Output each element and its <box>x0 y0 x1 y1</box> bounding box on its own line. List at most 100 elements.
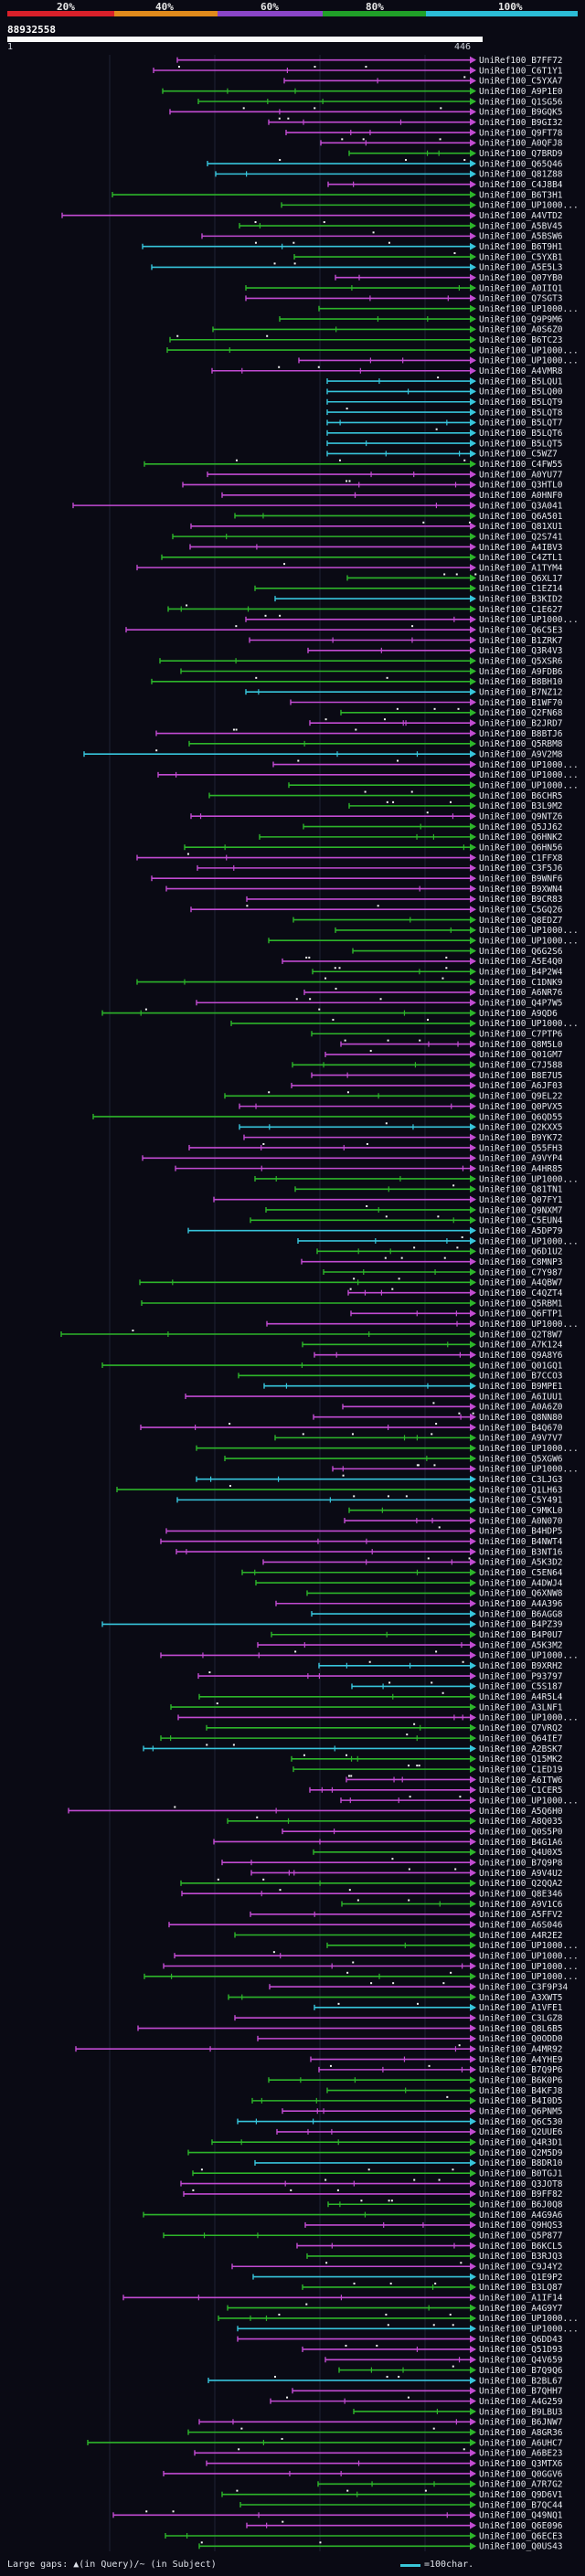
hit-row[interactable]: UniRef100_B5LQT8 <box>326 408 563 418</box>
hit-row[interactable]: UniRef100_UP1000... <box>157 770 579 780</box>
hit-label[interactable]: UniRef100_Q7VRQ2 <box>479 1723 563 1733</box>
hit-label[interactable]: UniRef100_UP1000... <box>479 1651 579 1661</box>
hit-row[interactable]: UniRef100_B7NZ12 <box>245 687 563 697</box>
hit-label[interactable]: UniRef100_C6T1Y1 <box>479 66 563 76</box>
hit-row[interactable]: UniRef100_C1E627 <box>167 604 563 615</box>
hit-row[interactable]: UniRef100_C5GQ26 <box>190 905 563 916</box>
hit-row[interactable]: UniRef100_Q9FT78 <box>285 128 563 138</box>
hit-row[interactable]: UniRef100_Q4P7W5 <box>196 998 563 1009</box>
hit-label[interactable]: UniRef100_P93797 <box>479 1671 563 1681</box>
hit-row[interactable]: UniRef100_C4QZT4 <box>347 1288 563 1299</box>
hit-label[interactable]: UniRef100_Q5XSR6 <box>479 656 563 666</box>
hit-row[interactable]: UniRef100_C3F9P34 <box>269 1982 569 1992</box>
hit-label[interactable]: UniRef100_B4PZ39 <box>479 1620 563 1630</box>
hit-row[interactable]: UniRef100_Q81XU1 <box>190 521 563 532</box>
hit-row[interactable]: UniRef100_Q6PNM5 <box>282 2107 563 2117</box>
hit-row[interactable]: UniRef100_Q64IE7 <box>160 1733 563 1744</box>
hit-label[interactable]: UniRef100_Q2KXX5 <box>479 1123 563 1133</box>
hit-label[interactable]: UniRef100_B9WNF6 <box>479 875 563 885</box>
hit-label[interactable]: UniRef100_B3L9M2 <box>479 801 563 811</box>
hit-row[interactable]: UniRef100_A8GR36 <box>187 2427 563 2438</box>
hit-label[interactable]: UniRef100_A9V7V7 <box>479 1434 563 1444</box>
hit-row[interactable]: UniRef100_Q01GM7 <box>324 1049 563 1060</box>
hit-row[interactable]: UniRef100_C3F5J6 <box>197 864 563 874</box>
hit-row[interactable]: UniRef100_A6UHC7 <box>87 2437 563 2448</box>
hit-row[interactable]: UniRef100_Q5RBM1 <box>141 1299 563 1309</box>
hit-label[interactable]: UniRef100_C1ED19 <box>479 1765 563 1775</box>
hit-row[interactable]: UniRef100_Q8EDZ7 <box>292 916 563 926</box>
hit-label[interactable]: UniRef100_Q9EL22 <box>479 1092 563 1102</box>
hit-label[interactable]: UniRef100_Q2M5D9 <box>479 2148 563 2158</box>
hit-row[interactable]: UniRef100_B6KCL5 <box>296 2242 563 2252</box>
hit-label[interactable]: UniRef100_Q3A041 <box>479 501 563 511</box>
hit-row[interactable]: UniRef100_A6IUU1 <box>185 1392 563 1402</box>
hit-label[interactable]: UniRef100_A9VYP4 <box>479 1154 563 1164</box>
hit-row[interactable]: UniRef100_B9MPE1 <box>263 1382 563 1392</box>
hit-label[interactable]: UniRef100_B5LQT9 <box>479 398 563 408</box>
hit-label[interactable]: UniRef100_Q5XGW6 <box>479 1454 563 1464</box>
hit-label[interactable]: UniRef100_Q6FTP1 <box>479 1309 563 1320</box>
hit-row[interactable]: UniRef100_A5BV45 <box>239 221 563 231</box>
hit-row[interactable]: UniRef100_B5LQT6 <box>326 428 563 439</box>
hit-label[interactable]: UniRef100_UP1000... <box>479 1941 579 1951</box>
hit-label[interactable]: UniRef100_B5LQ00 <box>479 387 563 398</box>
hit-row[interactable]: UniRef100_Q81TN1 <box>294 1184 563 1195</box>
hit-label[interactable]: UniRef100_UP1000... <box>479 304 579 314</box>
hit-label[interactable]: UniRef100_Q6QD55 <box>479 1112 563 1122</box>
hit-row[interactable]: UniRef100_B3RJQ3 <box>306 2252 563 2262</box>
hit-label[interactable]: UniRef100_A3LNF1 <box>479 1702 563 1712</box>
hit-row[interactable]: UniRef100_Q3R4V3 <box>307 646 563 656</box>
hit-row[interactable]: UniRef100_A0IIQ1 <box>245 283 563 293</box>
hit-label[interactable]: UniRef100_Q8NN80 <box>479 1413 563 1423</box>
hit-label[interactable]: UniRef100_B9XWN4 <box>479 885 563 895</box>
hit-label[interactable]: UniRef100_A4QBW7 <box>479 1278 563 1288</box>
hit-label[interactable]: UniRef100_C5EUN4 <box>479 1216 563 1226</box>
hit-row[interactable]: UniRef100_Q3MTX6 <box>206 2459 563 2469</box>
hit-label[interactable]: UniRef100_A0A6Z0 <box>479 1403 563 1413</box>
hit-row[interactable]: UniRef100_Q6ECE3 <box>165 2531 563 2541</box>
hit-row[interactable]: UniRef100_Q6A501 <box>234 512 563 522</box>
hit-row[interactable]: UniRef100_B9WNF6 <box>151 875 563 885</box>
hit-row[interactable]: UniRef100_A4MR92 <box>75 2044 563 2054</box>
hit-label[interactable]: UniRef100_Q9D6V1 <box>479 2490 563 2500</box>
hit-label[interactable]: UniRef100_A9P1E0 <box>479 87 563 97</box>
hit-row[interactable]: UniRef100_B4NWT4 <box>160 1537 563 1547</box>
hit-row[interactable]: UniRef100_Q81Z88 <box>215 170 563 180</box>
hit-label[interactable]: UniRef100_A6UHC7 <box>479 2438 563 2448</box>
hit-label[interactable]: UniRef100_A9V2M8 <box>479 749 563 759</box>
hit-row[interactable]: UniRef100_C5YXB1 <box>293 252 563 262</box>
hit-row[interactable]: UniRef100_Q9P9M6 <box>279 314 563 324</box>
hit-row[interactable]: UniRef100_B7FF72 <box>176 56 563 66</box>
hit-label[interactable]: UniRef100_UP1000... <box>479 1174 579 1184</box>
hit-label[interactable]: UniRef100_UP1000... <box>479 201 579 211</box>
hit-row[interactable]: UniRef100_Q8E346 <box>181 1889 563 1899</box>
hit-row[interactable]: UniRef100_B9GI32 <box>268 117 563 128</box>
hit-label[interactable]: UniRef100_A5E5L3 <box>479 263 563 273</box>
hit-row[interactable]: UniRef100_B4PZ39 <box>101 1620 563 1630</box>
hit-label[interactable]: UniRef100_B7QC44 <box>479 2500 563 2510</box>
hit-label[interactable]: UniRef100_A0QFJ8 <box>479 139 563 149</box>
hit-row[interactable]: UniRef100_A7K124 <box>302 1341 563 1351</box>
hit-row[interactable]: UniRef100_C3LGZ8 <box>234 2013 563 2023</box>
hit-label[interactable]: UniRef100_Q64IE7 <box>479 1733 563 1744</box>
hit-row[interactable]: UniRef100_B5LQU1 <box>326 376 563 387</box>
hit-label[interactable]: UniRef100_B7NZ12 <box>479 687 563 697</box>
hit-label[interactable]: UniRef100_Q9HQS3 <box>479 2221 563 2231</box>
hit-label[interactable]: UniRef100_B0TGJ1 <box>479 2169 563 2179</box>
hit-label[interactable]: UniRef100_C1E627 <box>479 605 563 615</box>
hit-row[interactable]: UniRef100_B3NT16 <box>176 1547 563 1557</box>
hit-row[interactable]: UniRef100_B4Q670 <box>140 1423 563 1433</box>
hit-label[interactable]: UniRef100_Q6HN56 <box>479 843 563 853</box>
hit-row[interactable]: UniRef100_B5LQT5 <box>326 439 563 449</box>
hit-row[interactable]: UniRef100_A6NR76 <box>303 987 563 998</box>
hit-label[interactable]: UniRef100_B1WF70 <box>479 698 563 708</box>
hit-label[interactable]: UniRef100_C1FFX8 <box>479 853 563 864</box>
hit-label[interactable]: UniRef100_Q4U0X5 <box>479 1848 563 1858</box>
hit-row[interactable]: UniRef100_A4A396 <box>275 1599 563 1609</box>
hit-row[interactable]: UniRef100_Q65Q46 <box>207 159 563 169</box>
hit-row[interactable]: UniRef100_UP1000... <box>268 937 579 947</box>
hit-label[interactable]: UniRef100_B6J0Q8 <box>479 2200 563 2210</box>
hit-label[interactable]: UniRef100_B6AGG8 <box>479 1609 563 1619</box>
hit-label[interactable]: UniRef100_A7K124 <box>479 1341 563 1351</box>
hit-row[interactable]: UniRef100_A5DP79 <box>187 1226 563 1236</box>
